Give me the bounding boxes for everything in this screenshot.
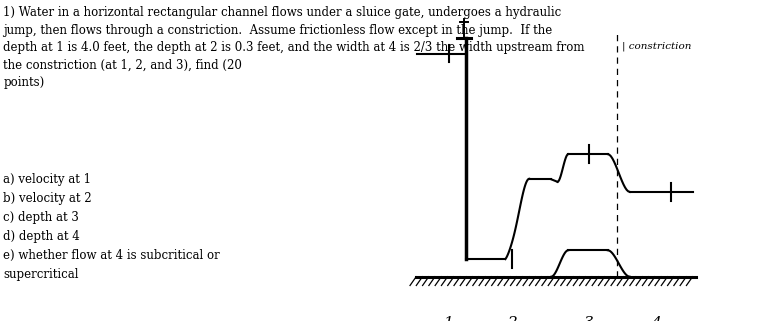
Text: | constriction: | constriction: [622, 41, 691, 51]
Text: 1: 1: [444, 316, 453, 321]
Text: a) velocity at 1
b) velocity at 2
c) depth at 3
d) depth at 4
e) whether flow at: a) velocity at 1 b) velocity at 2 c) dep…: [3, 173, 220, 281]
Text: 4: 4: [651, 316, 661, 321]
Text: 2: 2: [507, 316, 517, 321]
Text: 3: 3: [584, 316, 594, 321]
Text: 1) Water in a horizontal rectangular channel flows under a sluice gate, undergoe: 1) Water in a horizontal rectangular cha…: [3, 6, 585, 90]
